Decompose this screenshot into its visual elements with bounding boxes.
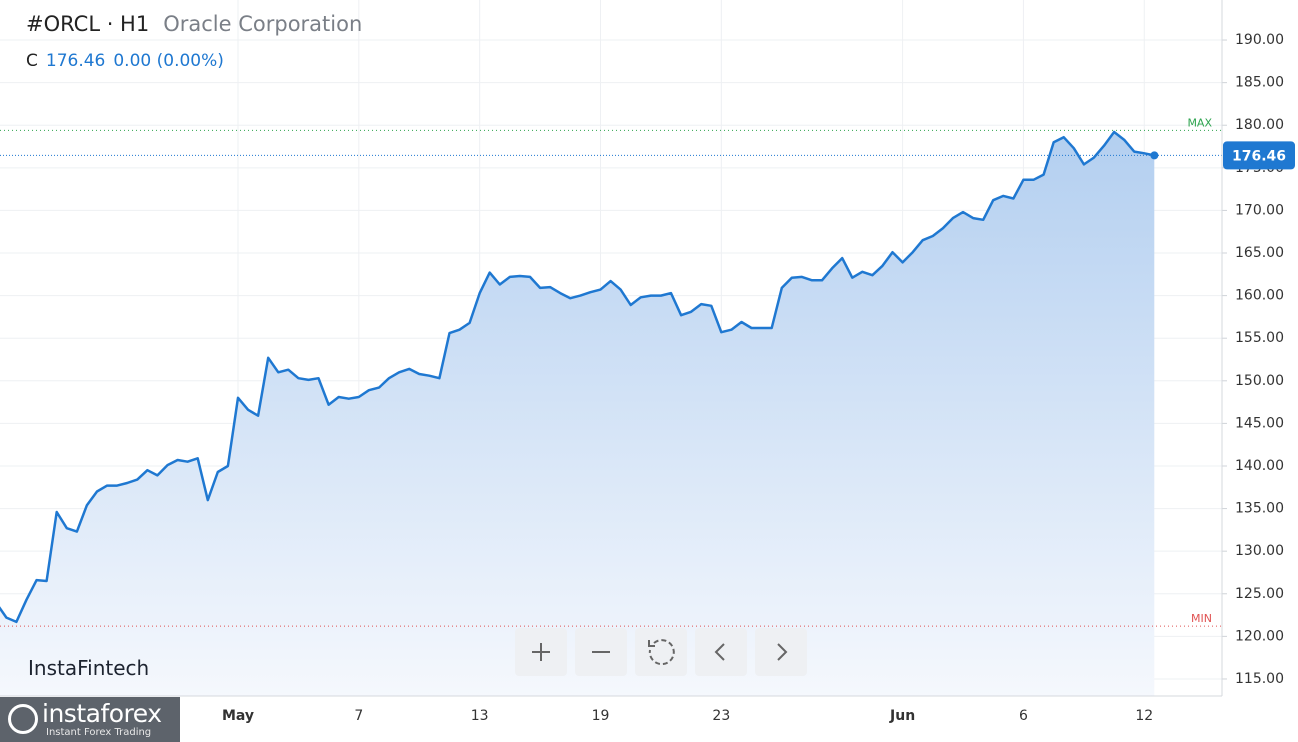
y-tick-label: 190.00 <box>1235 32 1284 48</box>
y-tick-label: 160.00 <box>1235 288 1284 304</box>
y-tick-label: 130.00 <box>1235 543 1284 559</box>
y-tick-label: 165.00 <box>1235 245 1284 261</box>
left-icon <box>714 643 725 661</box>
y-tick-label: 120.00 <box>1235 628 1284 644</box>
x-tick-label: Jun <box>889 708 915 724</box>
fintech-brand: InstaFintech <box>28 656 150 680</box>
y-tick-label: 145.00 <box>1235 415 1284 431</box>
x-tick-label: 23 <box>712 708 730 724</box>
last-point <box>1150 151 1159 160</box>
x-tick-label: 13 <box>471 708 489 724</box>
price-tag-label: 176.46 <box>1232 148 1286 164</box>
instrument-name: Oracle Corporation <box>163 12 363 36</box>
minus-icon <box>592 651 610 653</box>
price-line <box>0 130 1155 624</box>
zoom-in[interactable] <box>515 628 567 676</box>
reset-icon <box>648 639 675 666</box>
logo: instaforex Instant Forex Trading <box>0 697 180 742</box>
close-label: C <box>26 51 38 71</box>
controls <box>515 628 807 676</box>
y-tick-label: 135.00 <box>1235 501 1284 517</box>
scroll-left[interactable] <box>695 628 747 676</box>
logo-tagline: Instant Forex Trading <box>46 727 152 738</box>
y-tick-label: 115.00 <box>1235 671 1284 687</box>
level-label: MIN <box>1191 612 1212 625</box>
y-tick-label: 180.00 <box>1235 117 1284 133</box>
right-icon <box>777 643 788 661</box>
close-value: 176.46 <box>45 51 106 71</box>
level-label: MAX <box>1187 116 1212 129</box>
logo-text: instaforex <box>42 699 162 728</box>
y-tick-label: 125.00 <box>1235 586 1284 602</box>
y-tick-label: 150.00 <box>1235 373 1284 389</box>
y-tick-label: 170.00 <box>1235 202 1284 218</box>
plus-icon <box>532 643 550 661</box>
price-tag <box>1223 141 1295 170</box>
scroll-right[interactable] <box>755 628 807 676</box>
x-tick-label: 12 <box>1135 708 1153 724</box>
reset[interactable] <box>635 628 687 676</box>
zoom-out[interactable] <box>575 628 627 676</box>
symbol: #ORCL · H1 <box>26 12 150 36</box>
area <box>0 132 1155 696</box>
logo-icon <box>8 704 38 734</box>
x-tick-label: May <box>222 708 254 724</box>
y-tick-label: 140.00 <box>1235 458 1284 474</box>
y-tick-label: 185.00 <box>1235 75 1284 91</box>
quote: C 176.46 0.00 (0.00%) <box>26 51 224 71</box>
x-tick-label: 6 <box>1019 708 1028 724</box>
change: 0.00 (0.00%) <box>113 51 224 71</box>
x-tick-label: 19 <box>592 708 610 724</box>
header: #ORCL · H1 Oracle Corporation <box>26 12 362 36</box>
y-tick-label: 155.00 <box>1235 330 1284 346</box>
x-tick-label: 7 <box>354 708 363 724</box>
